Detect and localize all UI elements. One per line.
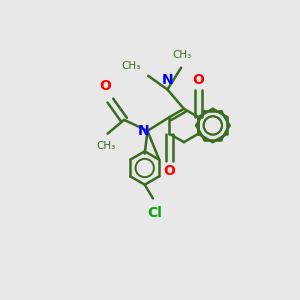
Text: N: N	[162, 73, 173, 87]
Text: O: O	[192, 73, 204, 87]
Text: CH₃: CH₃	[121, 61, 140, 71]
Text: N: N	[138, 124, 149, 138]
Text: Cl: Cl	[148, 206, 162, 220]
Text: CH₃: CH₃	[172, 50, 192, 60]
Text: CH₃: CH₃	[96, 142, 115, 152]
Text: O: O	[100, 79, 111, 93]
Text: O: O	[164, 164, 175, 178]
